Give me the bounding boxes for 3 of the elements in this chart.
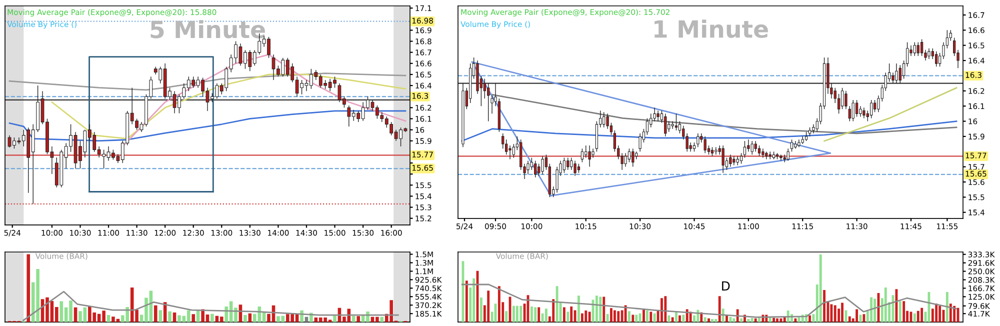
chart-title: 5 Minute (150, 20, 265, 38)
annotation: D (722, 281, 730, 290)
chart-title: 1 Minute (654, 20, 768, 38)
